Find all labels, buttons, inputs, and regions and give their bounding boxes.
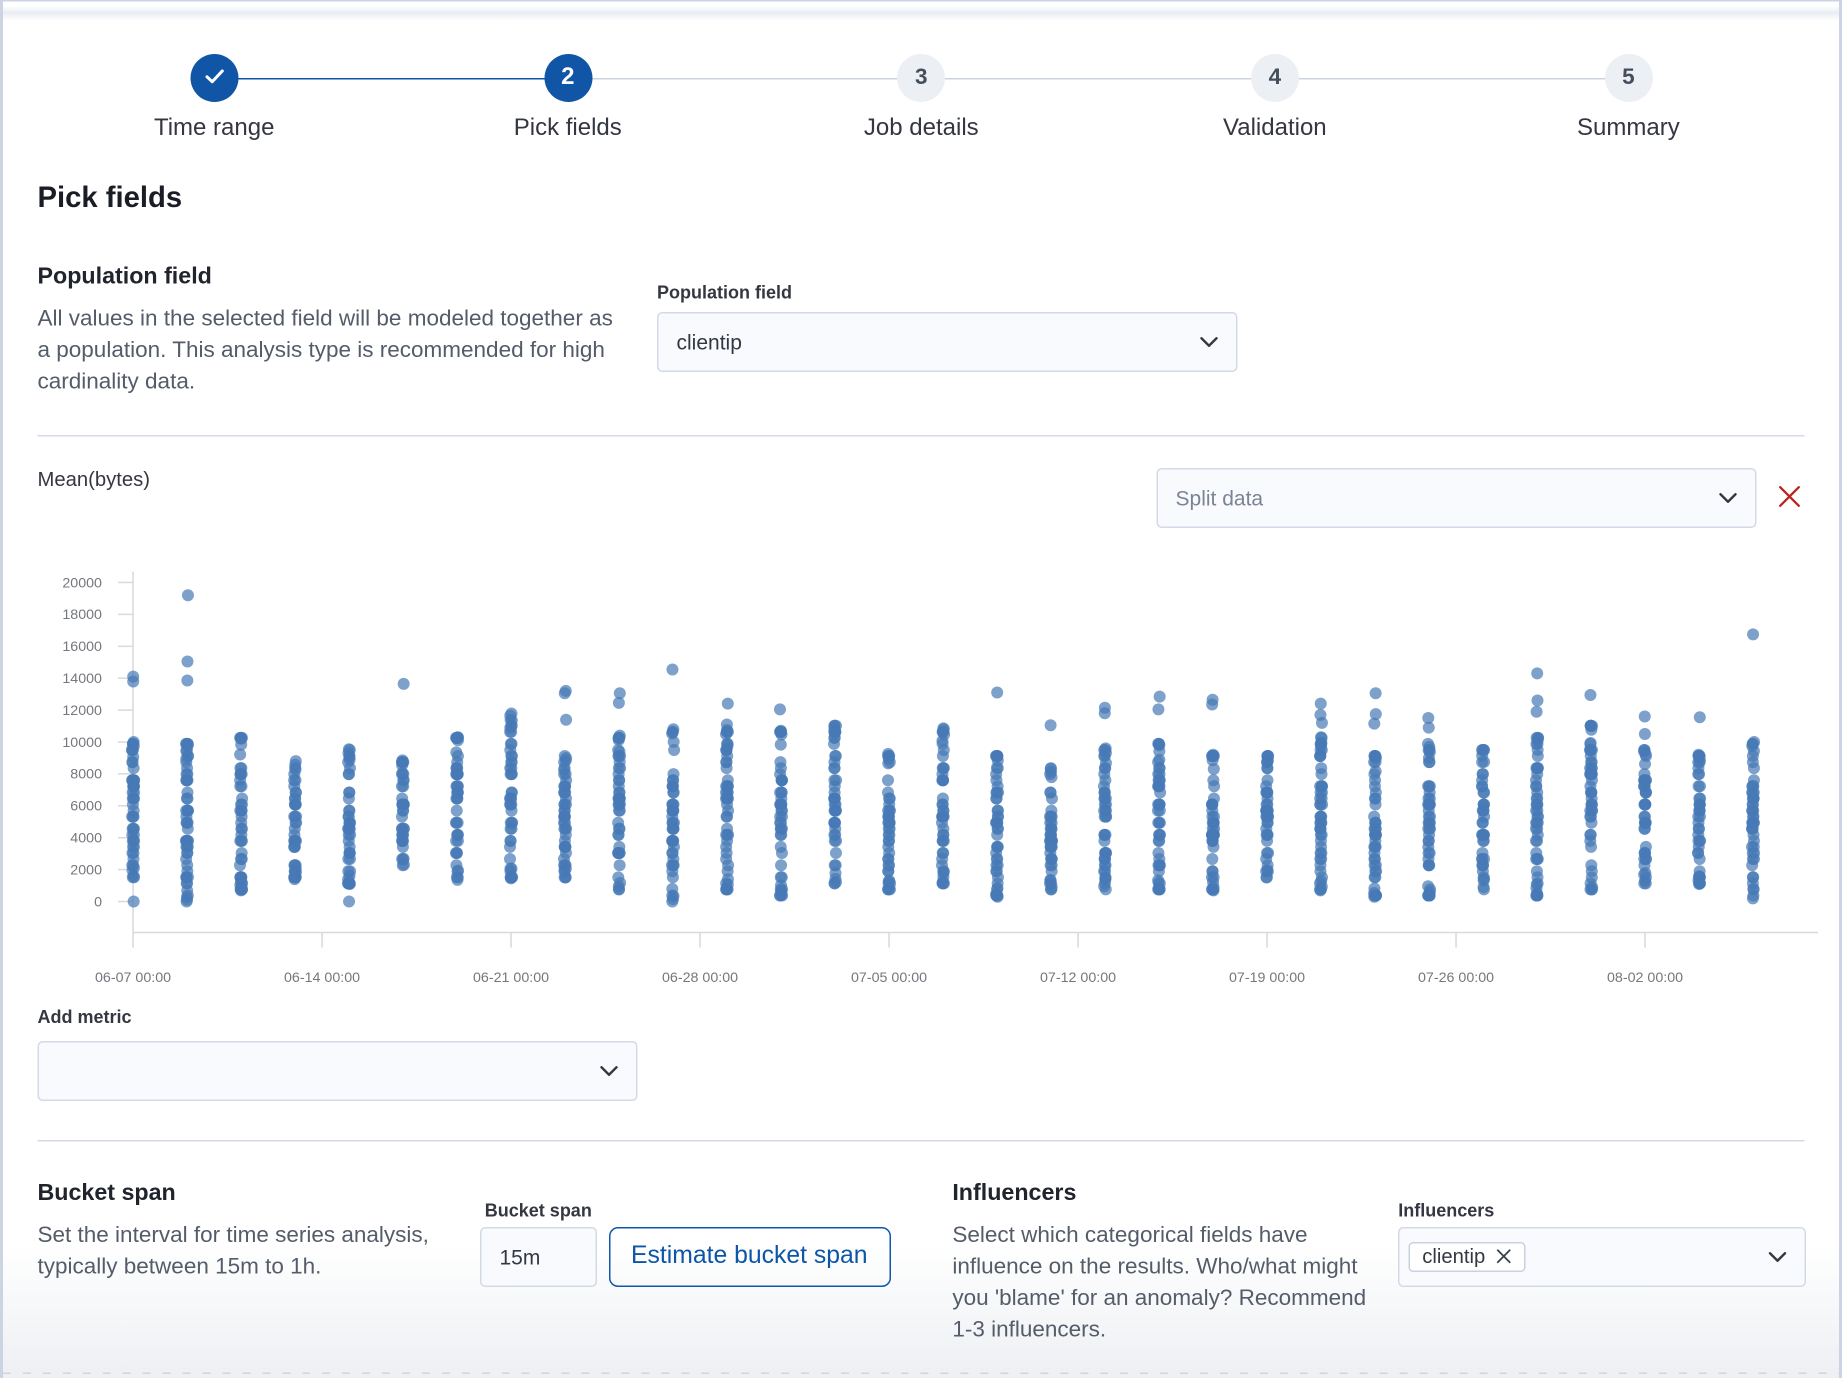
svg-text:2000: 2000 [70, 862, 102, 878]
svg-text:06-28 00:00: 06-28 00:00 [661, 970, 737, 986]
svg-text:10000: 10000 [62, 735, 102, 751]
svg-text:4000: 4000 [70, 831, 102, 847]
svg-text:06-07 00:00: 06-07 00:00 [94, 970, 170, 986]
svg-text:20000: 20000 [62, 575, 102, 591]
svg-text:14000: 14000 [62, 671, 102, 687]
svg-text:16000: 16000 [62, 639, 102, 655]
svg-text:07-19 00:00: 07-19 00:00 [1228, 970, 1304, 986]
svg-text:12000: 12000 [62, 703, 102, 719]
svg-text:08-02 00:00: 08-02 00:00 [1606, 970, 1682, 986]
svg-text:06-21 00:00: 06-21 00:00 [472, 970, 548, 986]
svg-text:8000: 8000 [70, 767, 102, 783]
svg-text:07-26 00:00: 07-26 00:00 [1417, 970, 1493, 986]
svg-text:07-05 00:00: 07-05 00:00 [850, 970, 926, 986]
svg-text:6000: 6000 [70, 799, 102, 815]
svg-text:0: 0 [93, 894, 101, 910]
svg-text:18000: 18000 [62, 607, 102, 623]
svg-text:06-14 00:00: 06-14 00:00 [283, 970, 359, 986]
svg-text:07-12 00:00: 07-12 00:00 [1039, 970, 1115, 986]
